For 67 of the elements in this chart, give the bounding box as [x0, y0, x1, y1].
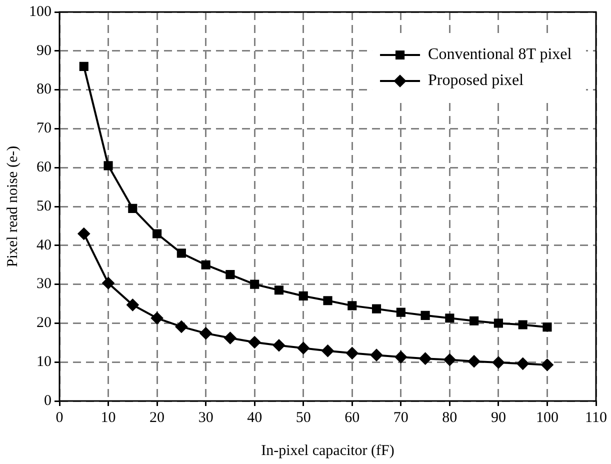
- x-axis-title: In-pixel capacitor (fF): [261, 442, 394, 459]
- y-tick-label: 30: [36, 276, 52, 292]
- y-tick-label: 10: [36, 354, 52, 370]
- point: [79, 62, 88, 71]
- y-tick-label: 60: [36, 160, 52, 176]
- y-tick-label: 70: [36, 120, 52, 137]
- legend-label: Conventional 8T pixel: [428, 46, 572, 64]
- x-tick-label: 100: [536, 410, 558, 426]
- x-tick-label: 30: [198, 410, 214, 426]
- x-tick-label: 90: [490, 410, 506, 426]
- point: [492, 356, 504, 368]
- point: [248, 336, 261, 348]
- point: [541, 358, 554, 371]
- point: [176, 248, 186, 258]
- point: [370, 349, 383, 362]
- point: [297, 342, 310, 354]
- x-tick-label: 20: [150, 410, 165, 426]
- point: [542, 322, 552, 332]
- point: [445, 314, 454, 323]
- point: [78, 228, 90, 240]
- x-tick-label: 50: [296, 410, 311, 426]
- y-tick-label: 0: [44, 392, 52, 409]
- y-tick-label: 40: [36, 237, 52, 254]
- point: [322, 344, 334, 357]
- point: [152, 229, 162, 238]
- point: [444, 354, 456, 366]
- point: [200, 327, 212, 340]
- point: [224, 332, 236, 344]
- point: [226, 270, 235, 280]
- point: [151, 312, 164, 324]
- point: [126, 298, 139, 311]
- point: [272, 339, 285, 352]
- y-tick-label: 50: [36, 198, 52, 214]
- point: [419, 352, 432, 365]
- point: [394, 351, 407, 364]
- x-tick-label: 110: [585, 410, 607, 426]
- point: [128, 204, 138, 213]
- point: [175, 320, 188, 333]
- point: [102, 277, 114, 290]
- x-tick-label: 10: [100, 410, 116, 426]
- point: [468, 355, 480, 368]
- point: [346, 347, 358, 360]
- point: [348, 301, 357, 310]
- point: [372, 304, 382, 314]
- x-tick-label: 40: [247, 410, 262, 426]
- point: [494, 318, 503, 328]
- x-tick-label: 60: [344, 410, 360, 426]
- point: [396, 308, 406, 317]
- x-tick-label: 80: [442, 410, 458, 426]
- point: [250, 280, 260, 289]
- point: [323, 296, 332, 306]
- x-tick-label: 0: [56, 410, 64, 426]
- y-tick-label: 20: [36, 315, 52, 332]
- point: [420, 310, 430, 320]
- point: [201, 260, 210, 270]
- y-axis-title: Pixel read noise (e-): [4, 146, 21, 268]
- point: [470, 316, 479, 326]
- point: [274, 286, 284, 295]
- y-tick-label: 100: [29, 4, 52, 20]
- point: [516, 358, 529, 370]
- legend-label: Proposed pixel: [428, 72, 524, 90]
- y-tick-label: 90: [36, 42, 52, 59]
- point: [104, 161, 113, 170]
- point: [298, 291, 308, 301]
- y-tick-label: 80: [36, 82, 52, 98]
- point: [518, 320, 528, 330]
- x-tick-label: 70: [393, 410, 408, 426]
